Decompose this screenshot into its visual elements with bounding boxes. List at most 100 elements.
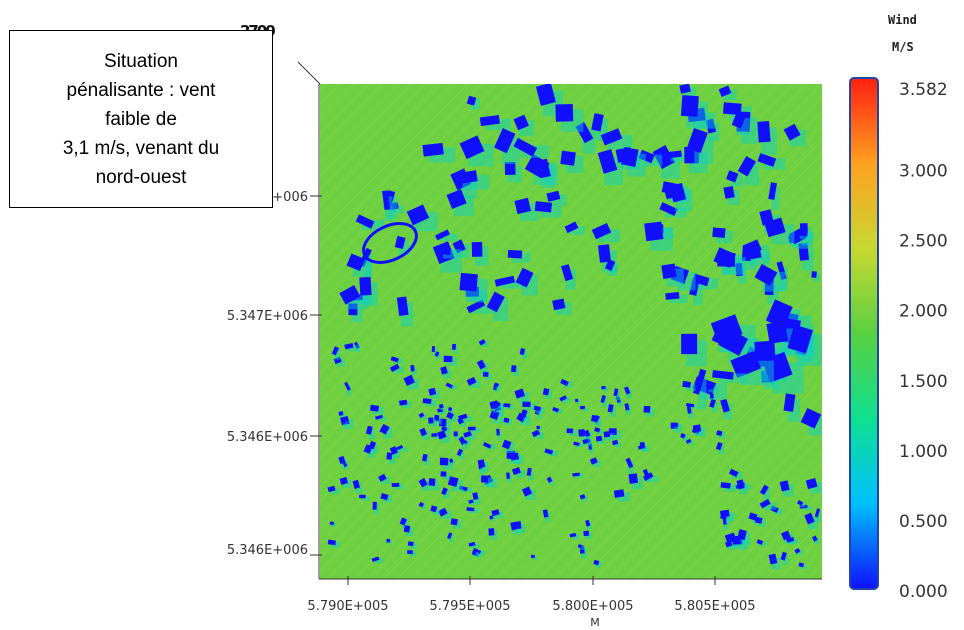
building-cell: [468, 541, 476, 547]
building-cell: [418, 501, 425, 508]
wake-cell: [799, 502, 806, 508]
building-cell: [659, 202, 678, 216]
y-tick-label-2: 5.346E+006: [227, 430, 308, 445]
wake-cell: [420, 414, 427, 420]
wake-cell: [470, 99, 480, 110]
building-cell: [478, 338, 486, 346]
wake-cell: [351, 296, 373, 305]
building-cell: [458, 485, 468, 492]
building-cell: [451, 343, 457, 350]
building-cell: [531, 429, 541, 438]
wake-cell: [581, 496, 588, 502]
building-cell: [466, 376, 477, 386]
building-cell: [572, 472, 580, 477]
wake-cell: [449, 534, 454, 543]
wake-cell: [432, 507, 441, 516]
building-cell: [389, 363, 400, 372]
building-cell: [459, 272, 478, 292]
wake-cell: [393, 366, 405, 374]
building-cell: [546, 476, 553, 483]
y-axis-ticks: 5.348E+006 5.347E+006 5.346E+006 5.346E+…: [227, 190, 322, 558]
wake-cell: [698, 376, 707, 410]
building-cell: [811, 535, 818, 542]
building-cell: [574, 398, 579, 403]
wake-cell: [596, 429, 603, 435]
building-cell: [447, 476, 459, 487]
y-tick-label-1: 5.347E+006: [227, 309, 308, 324]
building-cell: [593, 415, 600, 423]
building-cell: [736, 479, 745, 490]
wake-cell: [521, 350, 528, 359]
building-cell: [665, 150, 682, 159]
wake-cell: [597, 437, 606, 445]
building-cell: [521, 486, 533, 497]
building-cell: [446, 411, 454, 420]
building-cell: [379, 423, 390, 435]
building-cell: [481, 475, 489, 483]
building-cell: [712, 370, 734, 380]
wake-cell: [497, 403, 503, 408]
colorbar-tick-5: 1.000: [899, 442, 948, 462]
wake-cell: [374, 558, 384, 563]
wake-cell: [331, 522, 337, 527]
wake-cell: [421, 481, 431, 491]
building-cell: [476, 359, 486, 370]
building-cell: [589, 457, 598, 465]
building-cell: [399, 517, 407, 526]
wake-cell: [466, 433, 476, 440]
building-cell: [533, 405, 541, 412]
wake-cell: [586, 522, 592, 530]
wake-cell: [809, 481, 822, 494]
building-cell: [757, 153, 777, 167]
building-cell: [624, 403, 630, 411]
building-cell: [359, 276, 372, 296]
building-cell: [418, 412, 425, 419]
x-axis-ticks: 5.790E+005 5.795E+005 5.800E+005 5.805E+…: [307, 576, 756, 629]
building-cell: [578, 429, 586, 437]
wake-cell: [683, 86, 697, 98]
building-cell: [692, 368, 707, 395]
building-cell: [456, 448, 463, 457]
building-cell: [722, 102, 742, 116]
wake-cell: [368, 428, 375, 440]
building-cell: [503, 417, 510, 423]
building-cell: [418, 477, 428, 488]
building-cell: [439, 457, 449, 466]
building-cell: [591, 113, 604, 132]
building-cell: [396, 296, 409, 316]
building-cell: [449, 458, 454, 464]
wake-cell: [711, 401, 718, 413]
building-cell: [479, 114, 500, 127]
wake-cell: [525, 489, 536, 500]
building-cell: [466, 299, 486, 314]
building-cell: [737, 529, 747, 541]
building-cell: [482, 371, 489, 378]
building-cell: [448, 407, 453, 412]
wake-cell: [626, 389, 632, 399]
building-cell: [720, 398, 730, 413]
building-cell: [642, 472, 654, 481]
wake-cell: [486, 118, 511, 131]
building-cell: [526, 467, 532, 476]
building-cell: [491, 509, 500, 517]
building-cell: [513, 521, 522, 530]
building-cell: [369, 404, 380, 412]
building-cell: [722, 515, 727, 525]
colorbar-tick-2: 2.500: [899, 232, 948, 252]
colorbar-tick-4: 1.500: [899, 372, 948, 392]
building-cell: [406, 204, 430, 226]
building-cell: [608, 428, 617, 436]
wake-cell: [505, 442, 515, 453]
building-cell: [504, 162, 516, 175]
building-cell: [443, 355, 453, 363]
building-cell: [764, 217, 786, 238]
wake-cell: [462, 440, 471, 445]
building-cell: [365, 425, 373, 435]
building-cell: [494, 128, 516, 154]
building-cell: [555, 104, 574, 122]
wake-cell: [579, 545, 585, 550]
building-cell: [531, 554, 535, 559]
building-cell: [600, 128, 623, 146]
building-cell: [536, 425, 540, 430]
building-cell: [735, 263, 743, 277]
